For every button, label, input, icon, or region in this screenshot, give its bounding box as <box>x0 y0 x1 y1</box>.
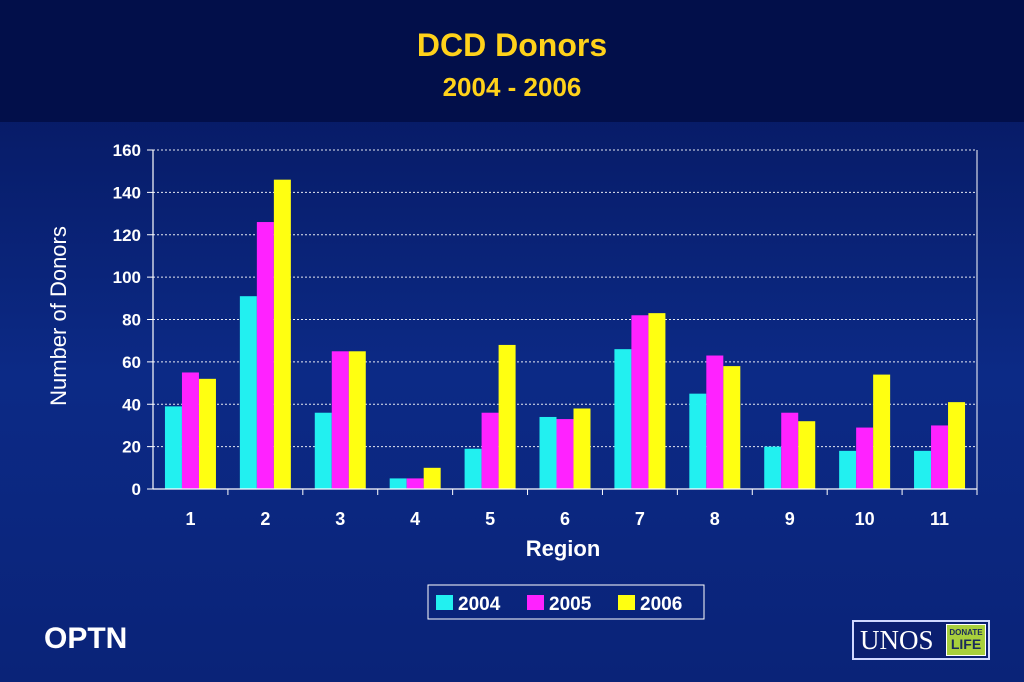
x-tick-label: 8 <box>710 509 720 529</box>
legend-swatch-2006 <box>618 595 635 610</box>
x-tick-label: 10 <box>855 509 875 529</box>
bar-2004-region-10 <box>839 450 857 489</box>
legend-swatch-2005 <box>527 595 544 610</box>
bar-2004-region-6 <box>539 416 557 489</box>
y-axis-label: Number of Donors <box>46 226 71 406</box>
legend-label-2005: 2005 <box>549 594 592 615</box>
bar-2005-region-11 <box>931 425 949 489</box>
bar-2005-region-4 <box>406 478 424 489</box>
bar-2004-region-7 <box>614 349 632 489</box>
legend-label-2004: 2004 <box>458 594 501 615</box>
bar-2006-region-6 <box>573 408 591 489</box>
bar-2005-region-2 <box>256 222 274 489</box>
bar-2005-region-6 <box>556 419 574 489</box>
x-tick-label: 9 <box>785 509 795 529</box>
y-tick-label: 0 <box>132 480 141 499</box>
y-tick-label: 140 <box>113 183 141 202</box>
bar-2005-region-9 <box>781 412 799 489</box>
bar-2004-region-3 <box>314 412 332 489</box>
bar-2004-region-8 <box>689 393 707 489</box>
legend-label-2006: 2006 <box>640 594 682 615</box>
bar-2004-region-5 <box>464 448 482 489</box>
x-tick-label: 3 <box>335 509 345 529</box>
slide-subtitle: 2004 - 2006 <box>442 72 582 102</box>
x-tick-label: 6 <box>560 509 570 529</box>
bar-2005-region-1 <box>181 372 199 489</box>
legend-swatch-2004 <box>436 595 453 610</box>
bar-2006-region-4 <box>423 467 441 489</box>
x-tick-label: 7 <box>635 509 645 529</box>
bar-2004-region-11 <box>914 450 932 489</box>
bar-2005-region-8 <box>706 355 724 489</box>
x-tick-label: 2 <box>260 509 270 529</box>
y-tick-label: 80 <box>122 311 141 330</box>
unos-donate-life-logo: UNOS DONATE LIFE <box>852 620 990 660</box>
bar-2004-region-9 <box>764 446 782 489</box>
x-tick-label: 1 <box>185 509 195 529</box>
x-tick-label: 4 <box>410 509 420 529</box>
bar-2005-region-10 <box>856 427 874 489</box>
bar-2005-region-3 <box>331 351 349 489</box>
x-tick-label: 5 <box>485 509 495 529</box>
y-tick-label: 160 <box>113 141 141 160</box>
donate-life-badge: DONATE LIFE <box>946 624 986 656</box>
bar-2006-region-10 <box>873 374 891 489</box>
bar-2006-region-7 <box>648 313 666 489</box>
bar-2006-region-9 <box>798 421 816 489</box>
bar-2004-region-2 <box>239 296 257 489</box>
x-tick-label: 11 <box>930 509 949 529</box>
y-tick-label: 20 <box>122 438 141 457</box>
bar-2006-region-5 <box>498 344 516 489</box>
y-tick-label: 60 <box>122 353 141 372</box>
y-tick-label: 120 <box>113 226 141 245</box>
bar-2006-region-8 <box>723 366 741 489</box>
bar-2004-region-4 <box>389 478 407 489</box>
title-band <box>0 0 1024 122</box>
slide-title: DCD Donors <box>416 27 608 63</box>
x-axis-label: Region <box>526 536 601 561</box>
y-tick-label: 100 <box>113 268 141 287</box>
legend-box <box>427 584 705 620</box>
bar-2005-region-5 <box>481 412 499 489</box>
unos-logo-text: UNOS <box>860 625 934 655</box>
bar-2004-region-1 <box>164 406 182 489</box>
donate-life-bottom: LIFE <box>950 636 982 652</box>
optn-footer-label: OPTN <box>44 622 128 655</box>
bar-2006-region-3 <box>348 351 366 489</box>
donate-life-top: DONATE <box>949 628 983 637</box>
bar-2005-region-7 <box>631 315 649 489</box>
bar-2006-region-2 <box>273 179 291 489</box>
bar-2006-region-1 <box>198 378 216 489</box>
y-tick-label: 40 <box>122 395 141 414</box>
bar-2006-region-11 <box>948 402 966 489</box>
